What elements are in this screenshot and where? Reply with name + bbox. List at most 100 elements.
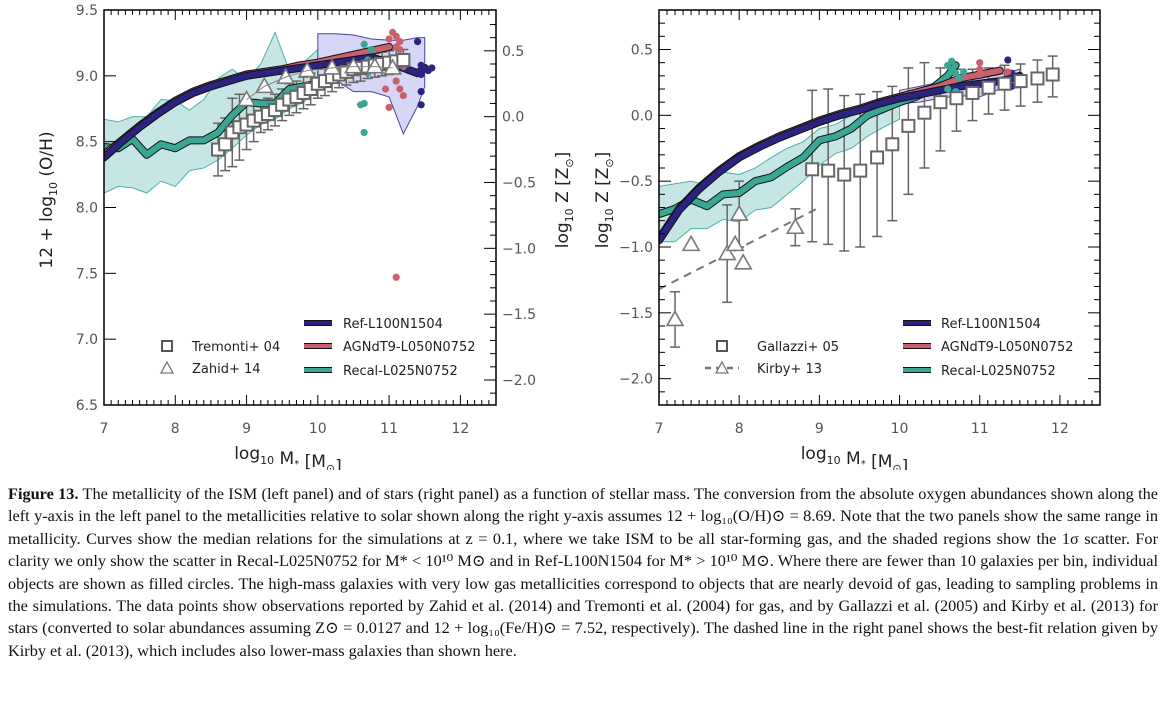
y-right-tick-label: −1.5 bbox=[502, 307, 536, 323]
y-axis-title: log10 Z [Z⊙] bbox=[593, 152, 616, 249]
x-axis-title: log10 M* [M⊙] bbox=[234, 444, 342, 470]
y-tick-label: 7.0 bbox=[76, 332, 98, 348]
observation-triangle bbox=[681, 234, 701, 252]
y-right-tick-label: −0.5 bbox=[502, 175, 536, 191]
observation-square bbox=[396, 53, 411, 68]
observation-triangle bbox=[733, 253, 753, 270]
x-tick-label: 11 bbox=[971, 421, 989, 437]
individual-object bbox=[396, 45, 404, 54]
observation-square bbox=[949, 91, 964, 106]
individual-object bbox=[392, 273, 400, 281]
legend-label: Recal-L025N0752 bbox=[343, 364, 458, 379]
observation-triangle bbox=[297, 60, 317, 78]
y-tick-label: −0.5 bbox=[619, 174, 653, 190]
x-axis-title: log10 M* [M⊙] bbox=[801, 444, 909, 470]
observation-triangle bbox=[785, 217, 805, 235]
observation-triangle bbox=[365, 57, 385, 74]
individual-object bbox=[392, 32, 400, 40]
individual-object bbox=[385, 35, 393, 43]
individual-object bbox=[385, 103, 393, 112]
individual-object bbox=[367, 45, 375, 54]
y-axis-title-left: 12 + log10 (O/H) bbox=[37, 131, 60, 268]
legend-label: Recal-L025N0752 bbox=[941, 364, 1056, 379]
x-tick-label: 10 bbox=[891, 421, 909, 437]
y-tick-label: −1.0 bbox=[619, 240, 653, 256]
x-tick-label: 10 bbox=[309, 421, 327, 437]
y-right-tick-label: 0.0 bbox=[502, 110, 524, 126]
observation-square bbox=[870, 150, 885, 165]
observation-triangle bbox=[729, 204, 749, 221]
individual-object bbox=[960, 68, 968, 76]
individual-object bbox=[976, 65, 984, 73]
legend-label: AGNdT9-L050N0752 bbox=[343, 340, 475, 355]
y-tick-label: −1.5 bbox=[619, 306, 653, 322]
individual-object bbox=[396, 85, 404, 93]
observation-square bbox=[997, 76, 1012, 91]
observation-triangle bbox=[665, 309, 685, 327]
y-axis-title-right: log10 Z [Z⊙] bbox=[553, 152, 576, 249]
x-tick-label: 9 bbox=[815, 421, 824, 437]
figure: 7 8 9 10 11 12 6.5 7.0 7.5 8.0 8.5 9.0 9.5 −2.0 −1.5 −1… bbox=[37, 3, 1101, 470]
y-tick-label: 0.5 bbox=[631, 43, 653, 59]
y-tick-label: 8.5 bbox=[76, 135, 98, 151]
legend-label: Kirby+ 13 bbox=[757, 362, 822, 377]
legend: Gallazzi+ 05 Kirby+ 13 Ref-L100N1504 AGNdT9… bbox=[705, 317, 1073, 379]
plot-area bbox=[104, 28, 436, 281]
x-tick-label: 9 bbox=[242, 421, 251, 437]
zahid-connecting-line bbox=[246, 66, 393, 100]
observation-square bbox=[1013, 74, 1028, 89]
individual-object bbox=[944, 85, 952, 93]
y-tick-label: 9.5 bbox=[76, 3, 98, 19]
individual-object bbox=[392, 77, 400, 85]
observation-square bbox=[853, 163, 868, 178]
scatter-band bbox=[104, 31, 319, 194]
legend-label: Ref-L100N1504 bbox=[941, 317, 1041, 332]
caption-text: The metallicity of the ISM (left panel) … bbox=[8, 484, 1159, 660]
legend-label: Zahid+ 14 bbox=[192, 362, 261, 377]
individual-object bbox=[976, 70, 984, 79]
legend-triangle-icon bbox=[159, 360, 175, 374]
individual-object bbox=[417, 88, 425, 96]
observation-triangle bbox=[725, 234, 745, 252]
observation-square bbox=[1030, 71, 1045, 86]
individual-object bbox=[381, 85, 390, 93]
legend-triangle-icon bbox=[714, 360, 730, 374]
x-tick-label: 7 bbox=[100, 421, 109, 437]
individual-object bbox=[414, 38, 422, 46]
observation-square bbox=[917, 105, 932, 120]
y-right-tick-label: −1.0 bbox=[502, 241, 536, 257]
individual-object bbox=[396, 38, 404, 46]
observation-square bbox=[805, 162, 820, 177]
observation-square bbox=[1045, 67, 1060, 82]
observation-triangle bbox=[383, 58, 403, 75]
x-tick-label: 8 bbox=[171, 421, 180, 437]
legend-label: Tremonti+ 04 bbox=[191, 340, 280, 355]
x-tick-label: 11 bbox=[380, 421, 398, 437]
individual-object bbox=[417, 70, 425, 79]
y-tick-label: −2.0 bbox=[619, 372, 653, 388]
y-tick-label: 9.0 bbox=[76, 69, 98, 85]
y-tick-label: 6.5 bbox=[76, 398, 98, 414]
right-panel: 7 8 9 10 11 12 −2.0 −1.5 −1.0 −0.5 0.0 0.5 log10 M* … bbox=[593, 9, 1101, 470]
observation-square bbox=[933, 95, 948, 110]
legend-label: Gallazzi+ 05 bbox=[757, 340, 839, 355]
x-tick-label: 12 bbox=[1051, 421, 1069, 437]
observation-triangle bbox=[344, 57, 363, 74]
individual-object bbox=[956, 74, 964, 83]
series-line-ref-l100n1504 bbox=[659, 72, 1023, 244]
observation-square bbox=[821, 163, 836, 178]
left-panel: 7 8 9 10 11 12 6.5 7.0 7.5 8.0 8.5 9.0 9.5 −2.0 −1.5 −1… bbox=[37, 3, 576, 470]
observation-square bbox=[218, 137, 233, 152]
observation-triangle bbox=[322, 58, 342, 75]
individual-object bbox=[1004, 68, 1012, 76]
individual-object bbox=[976, 59, 984, 67]
observation-square bbox=[901, 118, 916, 133]
caption-label: Figure 13. bbox=[8, 484, 79, 503]
observation-square bbox=[981, 80, 996, 95]
individual-object bbox=[417, 101, 425, 109]
plot-area bbox=[659, 55, 1060, 348]
individual-object bbox=[360, 99, 368, 108]
individual-object bbox=[948, 57, 956, 65]
x-tick-label: 7 bbox=[655, 421, 664, 437]
individual-object bbox=[952, 69, 960, 77]
